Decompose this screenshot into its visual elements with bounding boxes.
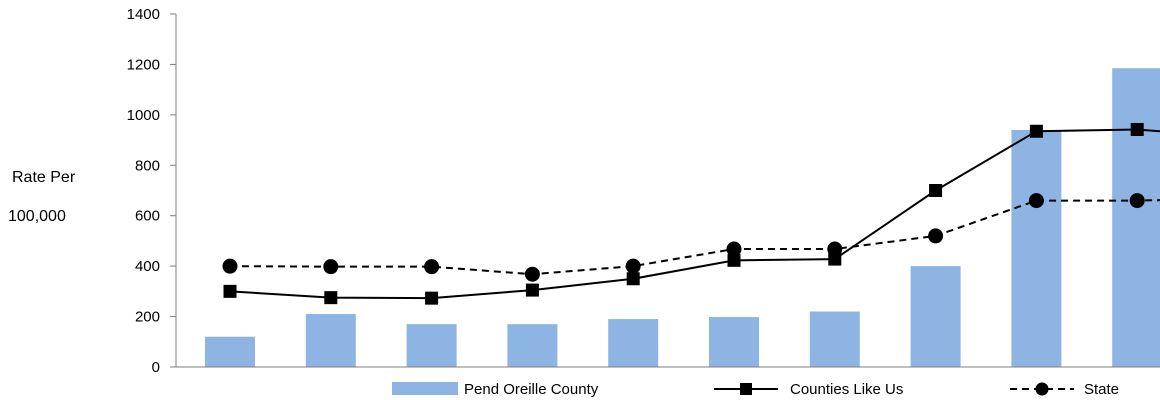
legend-swatch-circle-marker [1035, 382, 1049, 396]
bar [809, 311, 860, 367]
circle-marker [625, 258, 641, 274]
circle-marker [323, 259, 339, 275]
legend: Pend Oreille County Counties Like Us State [392, 381, 1119, 398]
y-tick-label: 1000 [127, 107, 160, 124]
y-tick-label: 1400 [127, 6, 160, 23]
legend-label: Pend Oreille County [464, 381, 599, 398]
y-tick-label: 800 [135, 157, 160, 174]
bar [709, 317, 759, 367]
legend-label: Counties Like Us [790, 381, 903, 398]
bar [608, 319, 659, 367]
circle-marker [524, 266, 540, 282]
circle-marker [928, 228, 944, 244]
square-marker [929, 184, 943, 197]
y-tick-label: 1200 [127, 56, 160, 73]
legend-swatch-square-marker [740, 383, 752, 395]
legend-swatch-bar [392, 382, 458, 395]
square-marker [1130, 122, 1144, 136]
circle-marker [827, 241, 843, 257]
circle-marker [1129, 193, 1145, 209]
square-marker [727, 253, 741, 267]
bar [1112, 68, 1160, 367]
square-marker [425, 291, 439, 305]
square-marker [828, 252, 842, 266]
square-marker [1029, 124, 1043, 138]
bar [406, 324, 457, 367]
y-tick-label: 200 [135, 309, 160, 326]
y-tick-label: 0 [152, 359, 160, 376]
square-marker [223, 284, 237, 298]
bar [305, 314, 356, 367]
square-marker [626, 272, 640, 286]
bar [1011, 129, 1062, 367]
legend-label: State [1084, 381, 1119, 398]
plot-area: 0 200 400 600 800 1000 1200 1400 [127, 6, 1160, 376]
square-marker [525, 283, 539, 297]
y-axis-label-line-1: Rate Per [12, 169, 76, 186]
bar [507, 324, 558, 367]
circle-marker [726, 241, 742, 257]
bar [205, 336, 255, 367]
bar [910, 266, 961, 367]
y-tick-label: 400 [135, 258, 160, 275]
y-axis-label-line-2: 100,000 [8, 208, 66, 225]
circle-marker [424, 259, 440, 275]
y-tick-label: 600 [135, 208, 160, 225]
square-marker [324, 291, 338, 305]
circle-marker [1028, 193, 1044, 209]
circle-marker [222, 258, 238, 274]
